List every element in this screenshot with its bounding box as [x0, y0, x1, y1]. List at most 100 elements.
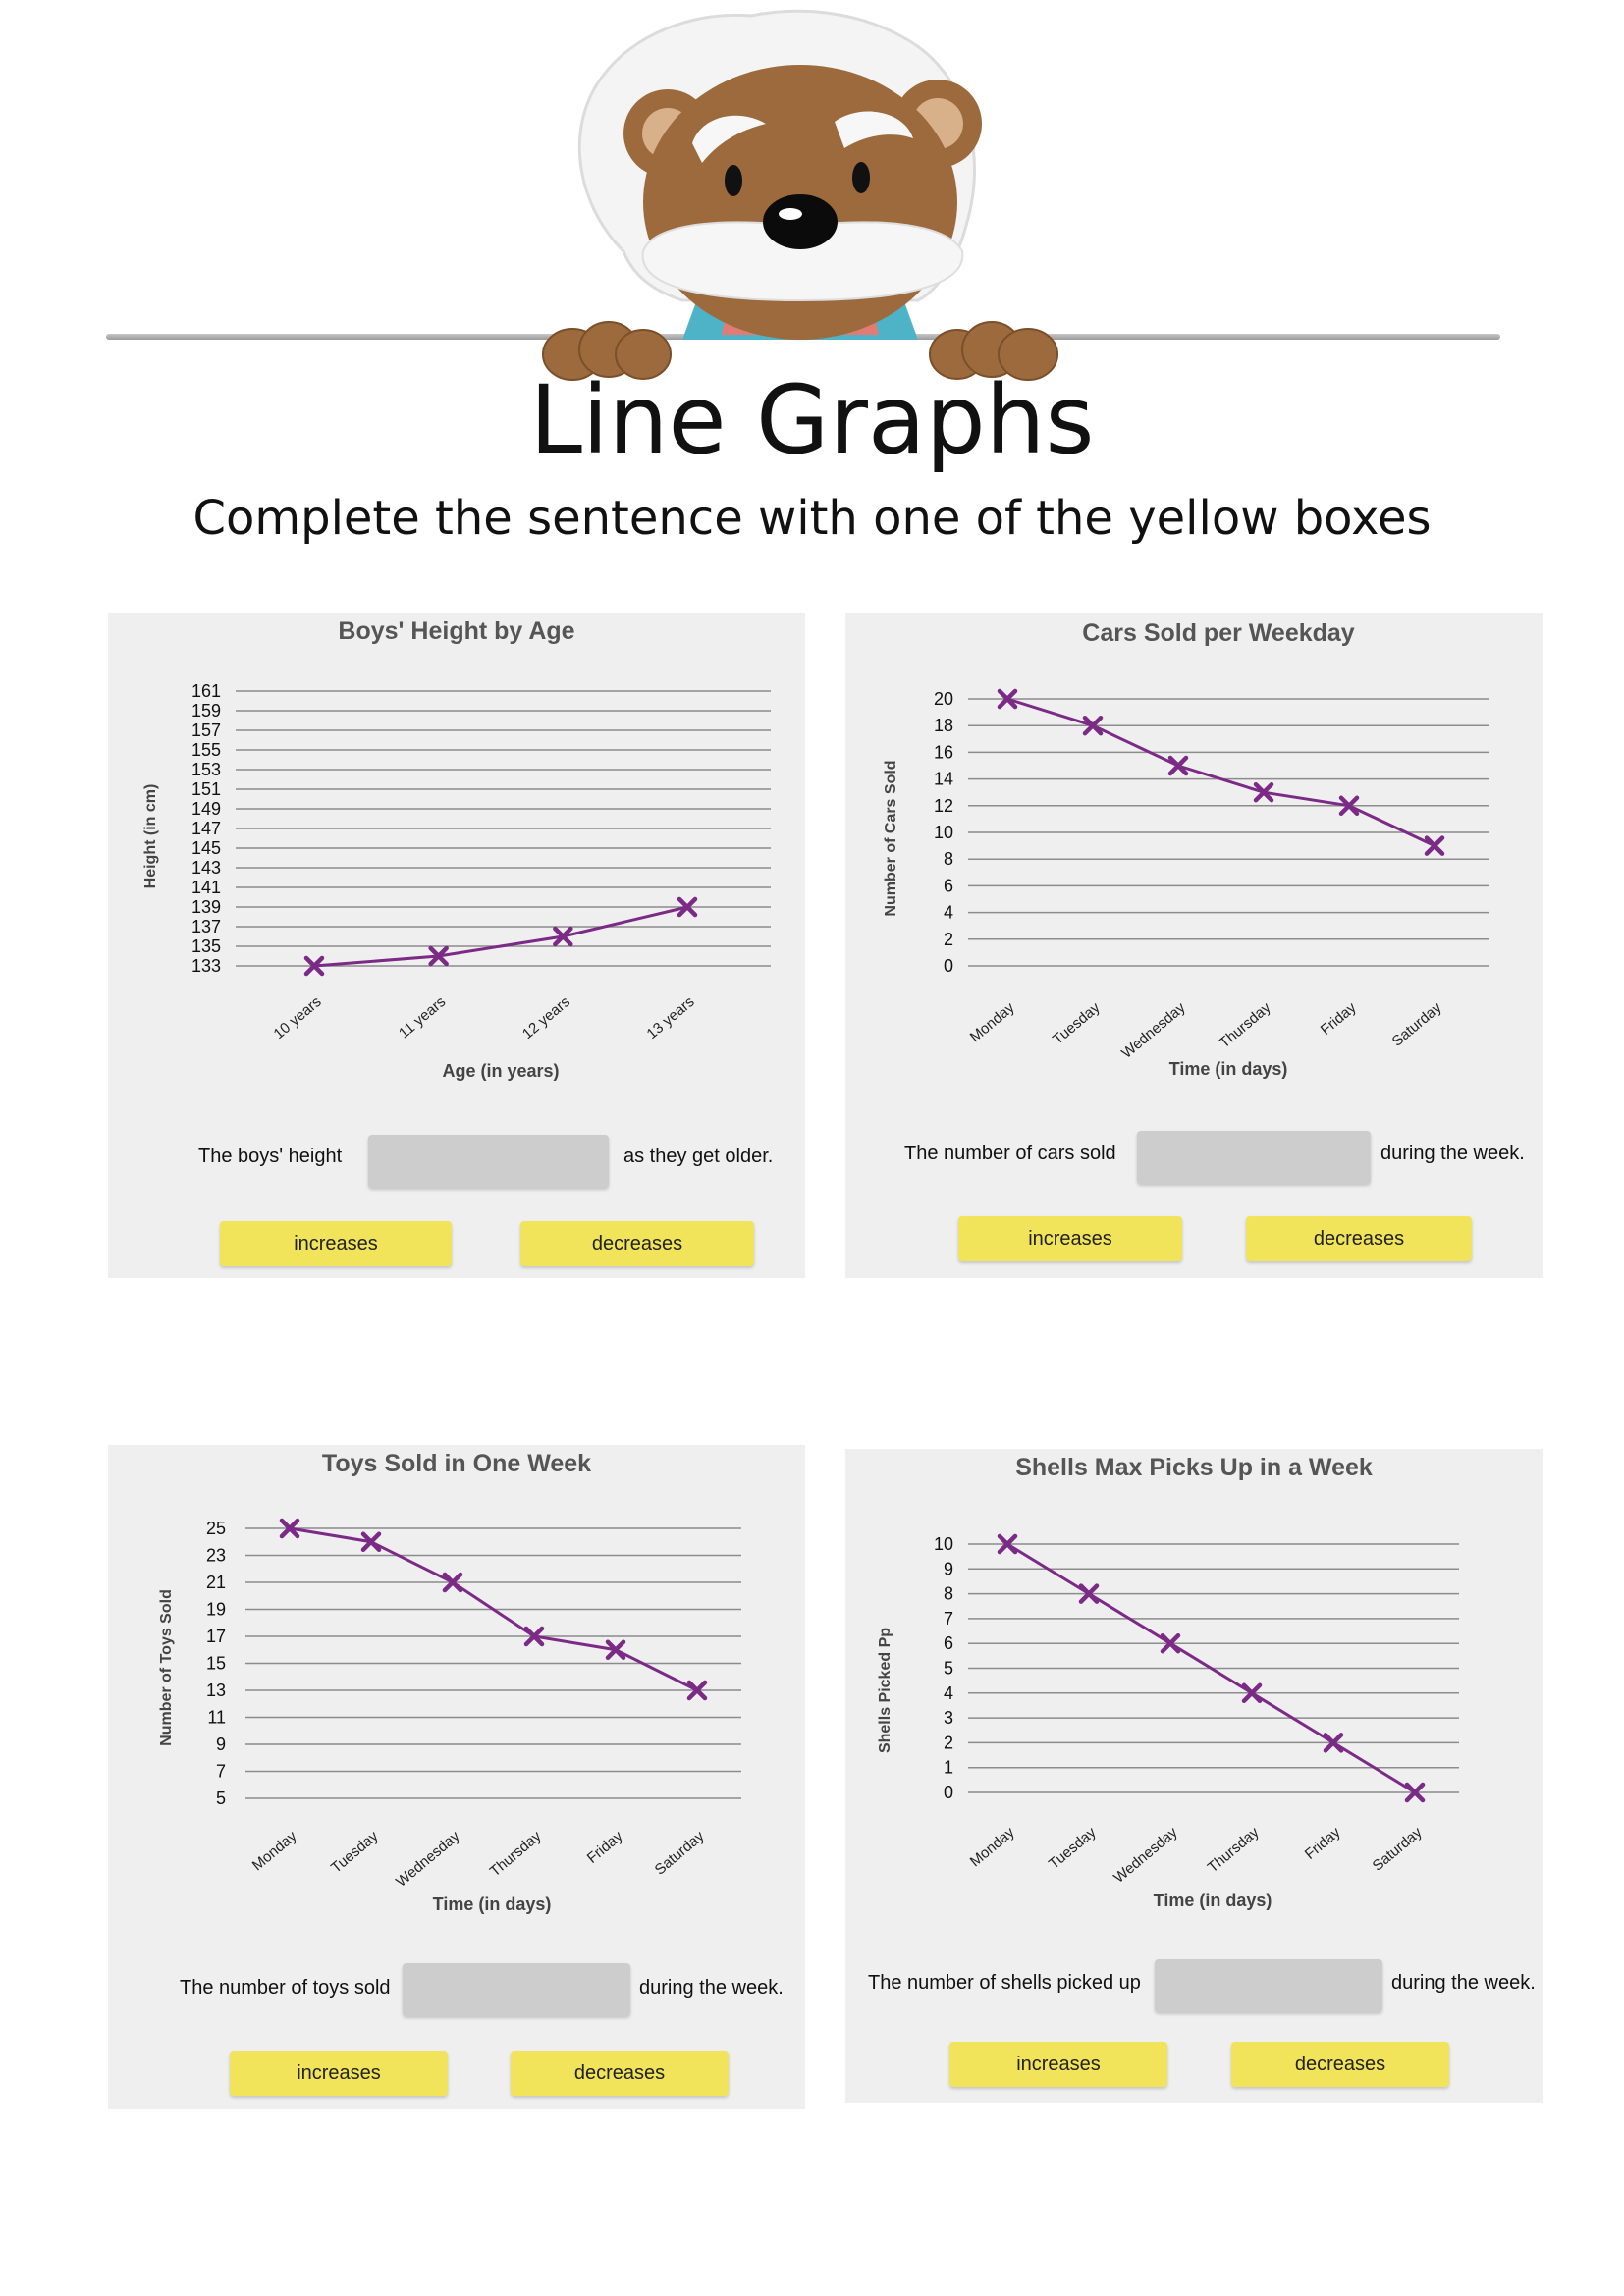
- y-tick-label: 20: [934, 689, 953, 709]
- data-point-marker: [1160, 1632, 1181, 1654]
- y-tick-label: 16: [934, 742, 953, 762]
- sentence-start: The number of toys sold: [180, 1977, 391, 1999]
- option-increases-button[interactable]: increases: [958, 1216, 1182, 1261]
- x-tick-label: Tuesday: [1046, 1824, 1100, 1873]
- answer-blank[interactable]: [1137, 1131, 1371, 1184]
- option-decreases-button[interactable]: decreases: [1246, 1216, 1472, 1261]
- y-tick-label: 2: [944, 930, 953, 949]
- sentence-start: The number of cars sold: [904, 1143, 1116, 1164]
- y-tick-label: 7: [216, 1762, 226, 1782]
- x-tick-label: Friday: [1302, 1824, 1344, 1863]
- x-axis-label: Time (in days): [432, 1895, 552, 1914]
- page-title: Line Graphs: [529, 365, 1095, 475]
- y-tick-label: 6: [944, 1633, 953, 1653]
- option-decreases-button[interactable]: decreases: [511, 2051, 729, 2096]
- y-tick-label: 133: [191, 956, 221, 976]
- x-tick-label: Saturday: [1389, 999, 1445, 1050]
- data-point-marker: [997, 1533, 1018, 1555]
- data-point-marker: [1253, 781, 1274, 803]
- y-axis-label: Shells Picked Pp: [877, 1627, 893, 1754]
- answer-blank[interactable]: [1155, 1959, 1382, 2012]
- y-tick-label: 3: [944, 1708, 953, 1728]
- chart-panel: Shells Max Picks Up in a Week 0 1 2 3 4 5 6 7 8 9…: [845, 1449, 1543, 2103]
- data-point-marker: [1404, 1782, 1426, 1803]
- x-tick-label: Thursday: [1217, 999, 1274, 1052]
- sentence-end: during the week.: [1391, 1972, 1536, 1994]
- x-tick-label: Friday: [584, 1828, 626, 1867]
- y-tick-label: 0: [944, 1783, 953, 1802]
- option-increases-button[interactable]: increases: [949, 2042, 1167, 2087]
- y-tick-label: 153: [191, 760, 221, 779]
- data-point-marker: [1338, 795, 1360, 817]
- chart-title: Boys' Height by Age: [338, 617, 575, 645]
- x-tick-label: Wednesday: [1118, 999, 1189, 1062]
- y-tick-label: 9: [944, 1559, 953, 1578]
- y-tick-label: 23: [206, 1546, 226, 1566]
- data-point-marker: [677, 896, 698, 918]
- data-point-marker: [553, 926, 573, 947]
- y-tick-label: 135: [191, 936, 221, 956]
- bear-mascot-image: [542, 9, 1058, 381]
- data-point-marker: [1167, 755, 1189, 776]
- y-tick-label: 12: [934, 796, 953, 816]
- x-tick-label: 11 years: [396, 993, 449, 1041]
- sentence-end: as they get older.: [623, 1146, 774, 1167]
- y-tick-label: 141: [191, 878, 221, 897]
- y-tick-label: 14: [934, 770, 953, 789]
- y-tick-label: 143: [191, 858, 221, 878]
- option-decreases-button[interactable]: decreases: [1231, 2042, 1449, 2087]
- y-tick-label: 21: [206, 1573, 226, 1592]
- x-tick-label: Thursday: [1205, 1824, 1263, 1877]
- page-subtitle: Complete the sentence with one of the ye…: [192, 491, 1432, 546]
- data-point-marker: [997, 688, 1018, 710]
- sentence-start: The boys' height: [198, 1146, 343, 1167]
- x-axis-label: Time (in days): [1168, 1059, 1288, 1079]
- x-tick-label: 13 years: [644, 993, 698, 1042]
- y-tick-label: 149: [191, 799, 221, 819]
- data-point-marker: [1078, 1583, 1100, 1604]
- y-tick-label: 15: [206, 1654, 226, 1674]
- y-tick-label: 4: [944, 903, 953, 923]
- data-point-marker: [523, 1626, 545, 1647]
- option-increases-button[interactable]: increases: [230, 2051, 448, 2096]
- y-tick-label: 13: [206, 1681, 226, 1700]
- line-chart: 5 7 9 11 13 15 17 19 21 23 25 Monday Tuesday Wednesda…: [206, 1518, 741, 1891]
- y-tick-label: 19: [206, 1600, 226, 1620]
- x-tick-label: Wednesday: [1110, 1824, 1181, 1887]
- x-tick-label: Wednesday: [393, 1828, 463, 1891]
- y-tick-label: 5: [944, 1659, 953, 1679]
- y-tick-label: 151: [191, 779, 221, 799]
- data-point-marker: [428, 945, 449, 967]
- y-axis-label: Number of Cars Sold: [883, 760, 899, 917]
- sentence-end: during the week.: [1380, 1143, 1525, 1164]
- sentence-end: during the week.: [639, 1977, 784, 1999]
- chart-panel: Boys' Height by Age 133 135 137 139 141 143 14…: [108, 613, 805, 1278]
- line-chart: 0 1 2 3 4 5 6 7 8 9 10 Monday Tuesday Wednesday Thursd…: [934, 1533, 1459, 1887]
- y-tick-label: 137: [191, 917, 221, 936]
- option-increases-button[interactable]: increases: [220, 1221, 452, 1266]
- x-tick-label: Monday: [249, 1828, 300, 1875]
- y-tick-label: 2: [944, 1733, 953, 1752]
- x-tick-label: Monday: [967, 999, 1018, 1046]
- data-point-marker: [1082, 715, 1104, 736]
- answer-blank[interactable]: [368, 1135, 609, 1188]
- answer-blank[interactable]: [403, 1963, 630, 2016]
- y-tick-label: 1: [944, 1758, 953, 1778]
- line-chart: 0 2 4 6 8 10 12 14 16 18 20 Monday Tuesday Wednesday T…: [934, 688, 1489, 1062]
- y-axis-label: Number of Toys Sold: [158, 1589, 175, 1746]
- y-tick-label: 10: [934, 823, 953, 842]
- chart-title: Shells Max Picks Up in a Week: [1015, 1454, 1373, 1481]
- y-tick-label: 0: [944, 956, 953, 976]
- x-tick-label: Saturday: [1370, 1824, 1426, 1875]
- data-point-marker: [1323, 1733, 1344, 1753]
- y-tick-label: 161: [191, 681, 221, 701]
- y-tick-label: 157: [191, 721, 221, 740]
- y-tick-label: 8: [944, 849, 953, 869]
- data-point-marker: [1424, 835, 1445, 856]
- y-tick-label: 7: [944, 1609, 953, 1629]
- data-point-marker: [442, 1572, 463, 1593]
- y-tick-label: 11: [207, 1708, 226, 1728]
- option-decreases-button[interactable]: decreases: [520, 1221, 754, 1266]
- y-tick-label: 159: [191, 701, 221, 721]
- y-tick-label: 8: [944, 1584, 953, 1604]
